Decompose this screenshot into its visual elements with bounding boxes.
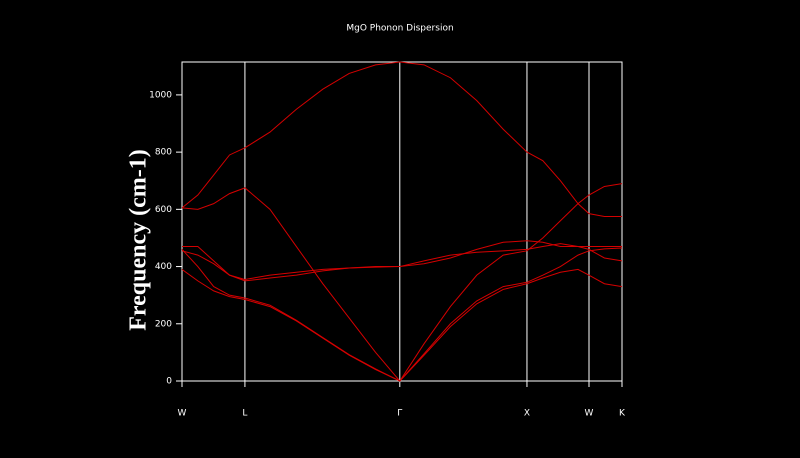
x-tick-label: W — [585, 409, 594, 419]
x-tick-label: L — [242, 409, 247, 419]
branch-line — [181, 268, 623, 382]
plot-frame — [181, 61, 623, 382]
branch-line — [182, 240, 622, 282]
branch-line — [181, 247, 623, 382]
branch-line — [181, 243, 623, 280]
branch-line — [181, 183, 623, 382]
y-tick-label: 400 — [155, 262, 172, 272]
y-tick-label: 0 — [166, 377, 172, 387]
y-tick-label: 1000 — [149, 90, 172, 100]
x-tick-label: Γ — [397, 409, 402, 419]
branch-line — [181, 61, 622, 217]
y-tick-label: 600 — [155, 205, 172, 215]
y-tick-label: 200 — [155, 319, 172, 329]
x-tick-label: K — [619, 409, 626, 419]
x-tick-label: W — [178, 409, 187, 419]
y-axis-label: Frequency (cm-1) — [126, 149, 152, 331]
chart-title: MgO Phonon Dispersion — [346, 24, 453, 34]
y-tick-label: 800 — [155, 148, 172, 158]
x-tick-label: X — [524, 409, 530, 419]
